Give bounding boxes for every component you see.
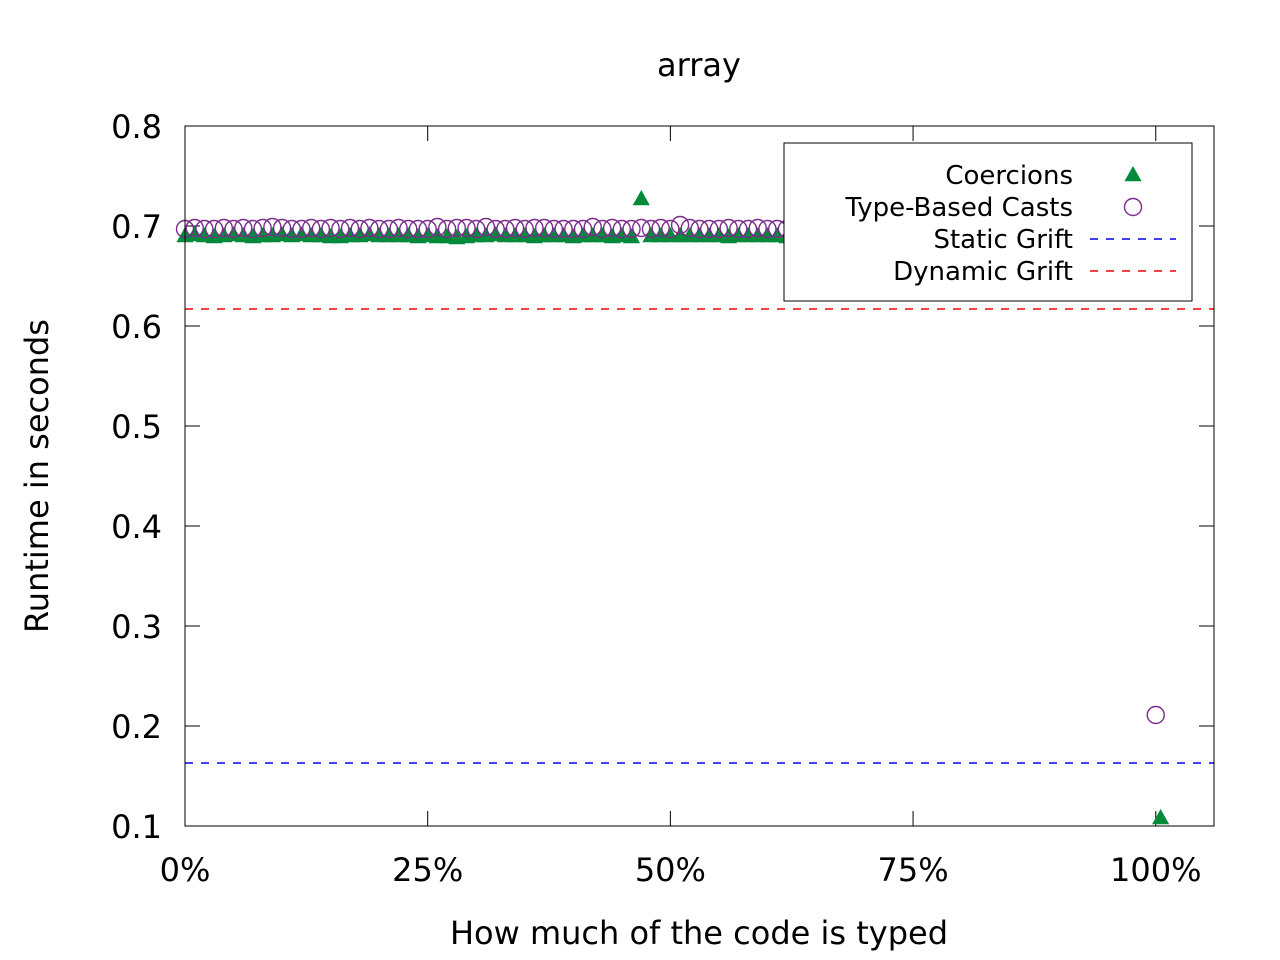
type-based-casts-point: [195, 219, 214, 239]
type-based-casts-point: [447, 218, 467, 238]
type-based-casts-point: [379, 219, 399, 239]
type-based-casts-point: [331, 219, 350, 239]
type-based-casts-point: [738, 219, 758, 239]
coercions-point: [632, 190, 650, 206]
type-based-casts-point: [632, 218, 651, 238]
type-based-casts-point: [389, 218, 408, 238]
type-based-casts-point: [467, 219, 486, 239]
type-based-casts-point: [408, 219, 428, 239]
legend-box: [783, 142, 1193, 302]
type-based-casts-point: [486, 219, 505, 239]
type-based-casts-point: [234, 218, 253, 238]
y-tick-label: 0.6: [111, 308, 162, 346]
x-axis-label: How much of the code is typed: [450, 914, 948, 952]
type-based-casts-point: [185, 218, 204, 238]
type-based-casts-point: [360, 218, 379, 238]
chart-title: array: [657, 46, 741, 84]
type-based-casts-point: [457, 218, 476, 238]
plot-border: [184, 125, 1215, 827]
x-tick-label: 50%: [635, 851, 706, 889]
type-based-casts-point: [437, 219, 457, 239]
type-based-casts-point: [399, 219, 418, 239]
y-tick-label: 0.8: [111, 108, 162, 146]
legend-coercions-marker: [1124, 166, 1142, 182]
type-based-casts-point: [272, 218, 292, 238]
type-based-casts-point: [748, 218, 767, 238]
type-based-casts-point: [204, 219, 224, 239]
y-axis-label: Runtime in seconds: [18, 319, 56, 633]
type-based-casts-point: [301, 218, 321, 238]
type-based-casts-point: [622, 219, 641, 239]
type-based-casts-point: [719, 218, 738, 238]
type-based-casts-point: [418, 219, 437, 239]
type-based-casts-point: [224, 219, 243, 239]
type-based-casts-point: [321, 218, 340, 238]
type-based-casts-point: [554, 219, 573, 239]
type-based-casts-point: [263, 217, 282, 237]
type-based-casts-point: [612, 219, 632, 239]
y-tick-label: 0.4: [111, 508, 162, 546]
legend-label: Type-Based Casts: [844, 193, 1073, 223]
type-based-casts-point: [243, 219, 263, 239]
type-based-casts-point: [515, 219, 534, 239]
type-based-casts-point: [670, 215, 690, 235]
type-based-casts-point: [564, 219, 583, 239]
legend-label: Coercions: [945, 161, 1073, 191]
legend-label: Static Grift: [933, 225, 1073, 255]
type-based-casts-point: [292, 219, 311, 239]
type-based-casts-point: [544, 219, 564, 239]
x-tick-label: 25%: [392, 851, 463, 889]
type-based-casts-point: [602, 218, 622, 238]
type-based-casts-point: [729, 219, 748, 239]
coercions-point: [622, 228, 641, 244]
x-tick-label: 75%: [878, 851, 949, 889]
type-based-casts-point: [583, 217, 602, 237]
type-based-casts-point: [496, 219, 515, 239]
y-tick-label: 0.3: [111, 608, 162, 646]
legend-type-based-casts-marker: [1123, 197, 1143, 217]
type-based-casts-point: [282, 219, 301, 239]
type-based-casts-point: [253, 218, 272, 238]
x-tick-label: 0%: [160, 851, 211, 889]
x-tick-label: 100%: [1110, 851, 1201, 889]
coercions-point: [1152, 809, 1170, 825]
type-based-casts-point: [680, 218, 699, 238]
type-based-casts-point: [593, 219, 612, 239]
type-based-casts-point: [651, 218, 670, 238]
type-based-casts-point: [525, 218, 544, 238]
type-based-casts-point: [369, 219, 389, 239]
y-tick-label: 0.5: [111, 408, 162, 446]
type-based-casts-point: [428, 217, 447, 237]
type-based-casts-point: [505, 218, 525, 238]
y-tick-label: 0.2: [111, 708, 162, 746]
type-based-casts-point: [350, 219, 369, 239]
type-based-casts-point: [476, 217, 496, 237]
type-based-casts-point: [700, 219, 719, 239]
type-based-casts-point: [1146, 705, 1165, 725]
type-based-casts-point: [641, 219, 661, 239]
y-tick-label: 0.7: [111, 208, 162, 246]
type-based-casts-point: [573, 219, 593, 239]
type-based-casts-point: [534, 218, 554, 238]
type-based-casts-point: [214, 218, 234, 238]
type-based-casts-point: [340, 218, 360, 238]
type-based-casts-point: [661, 219, 680, 239]
type-based-casts-point: [690, 219, 709, 239]
y-tick-label: 0.1: [111, 808, 162, 846]
type-based-casts-point: [311, 219, 331, 239]
type-based-casts-point: [709, 219, 729, 239]
type-based-casts-point: [758, 219, 777, 239]
plot-area: 0.1 0.2 0.3 0.4 0.5 0.6 0.7 0.8 0% 25% 50% 75% 100%: [111, 108, 1215, 889]
legend-label: Dynamic Grift: [893, 257, 1073, 287]
